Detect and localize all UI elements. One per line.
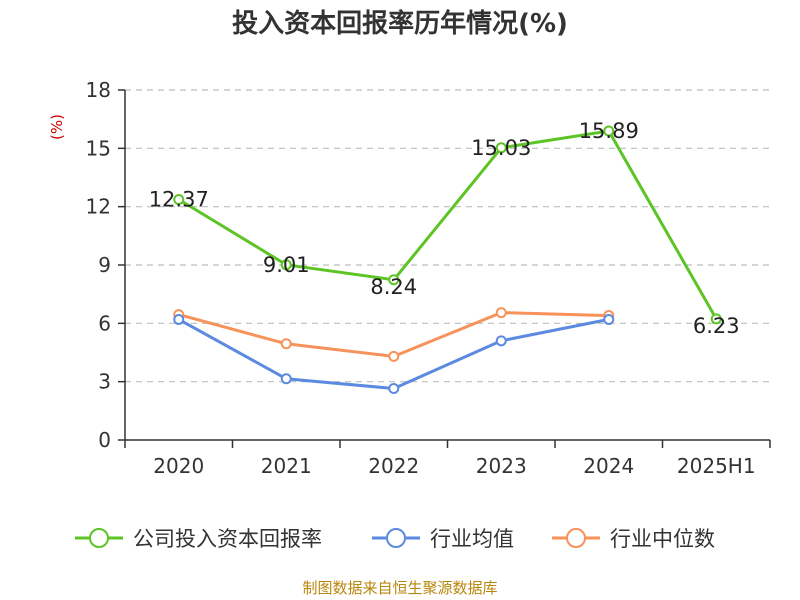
legend-label: 公司投入资本回报率 xyxy=(133,527,322,551)
data-label: 12.37 xyxy=(149,187,209,211)
axes: 0 3 6 9 12 15 18 2020 2021 2022 2023 2024 2025H1 xyxy=(86,78,771,478)
source-note: 制图数据来自恒生聚源数据库 xyxy=(302,579,497,597)
grid-lines xyxy=(125,89,770,383)
x-tick-label: 2022 xyxy=(368,454,419,478)
data-point xyxy=(495,335,507,347)
y-tick-label: 18 xyxy=(86,78,111,102)
data-point xyxy=(388,382,400,394)
data-point xyxy=(388,274,400,286)
y-tick-label: 12 xyxy=(86,195,111,219)
legend-marker xyxy=(89,528,109,548)
y-axis-label: (%) xyxy=(48,114,66,140)
data-point xyxy=(280,259,292,271)
data-point xyxy=(710,313,722,325)
legend: 公司投入资本回报率 行业均值 行业中位数 xyxy=(75,527,715,551)
data-point xyxy=(388,350,400,362)
data-label: 8.24 xyxy=(370,275,417,299)
data-point xyxy=(173,313,185,325)
legend-item-0: 公司投入资本回报率 xyxy=(75,527,322,551)
x-tick-label: 2025H1 xyxy=(677,454,756,478)
series-layer: 12.37 9.01 8.24 15.03 15.89 6.23 xyxy=(149,119,740,394)
data-point xyxy=(173,193,185,205)
legend-label: 行业中位数 xyxy=(610,527,715,551)
legend-marker xyxy=(566,528,586,548)
data-point xyxy=(280,338,292,350)
x-tick-label: 2021 xyxy=(261,454,312,478)
y-tick-label: 6 xyxy=(98,311,111,335)
legend-item-2: 行业中位数 xyxy=(552,527,715,551)
x-tick-label: 2024 xyxy=(583,454,634,478)
data-point xyxy=(603,313,615,325)
y-tick-label: 0 xyxy=(98,428,111,452)
data-label: 6.23 xyxy=(693,314,740,338)
y-tick-label: 9 xyxy=(98,253,111,277)
data-label: 15.89 xyxy=(579,119,639,143)
y-tick-label: 3 xyxy=(98,370,111,394)
data-point xyxy=(495,307,507,319)
data-label: 15.03 xyxy=(471,136,531,160)
x-tick-label: 2020 xyxy=(153,454,204,478)
legend-label: 行业均值 xyxy=(430,527,514,551)
series-line xyxy=(177,311,611,358)
chart-title: 投入资本回报率历年情况(%) xyxy=(232,8,568,39)
data-point xyxy=(603,125,615,137)
legend-item-1: 行业均值 xyxy=(372,527,514,551)
series-line xyxy=(177,129,718,321)
series-1 xyxy=(173,313,615,394)
y-tick-label: 15 xyxy=(86,136,111,160)
data-point xyxy=(495,142,507,154)
data-point xyxy=(280,373,292,385)
legend-marker xyxy=(386,528,406,548)
series-0: 12.37 9.01 8.24 15.03 15.89 6.23 xyxy=(149,119,740,338)
x-tick-label: 2023 xyxy=(476,454,527,478)
data-label: 9.01 xyxy=(263,253,310,277)
